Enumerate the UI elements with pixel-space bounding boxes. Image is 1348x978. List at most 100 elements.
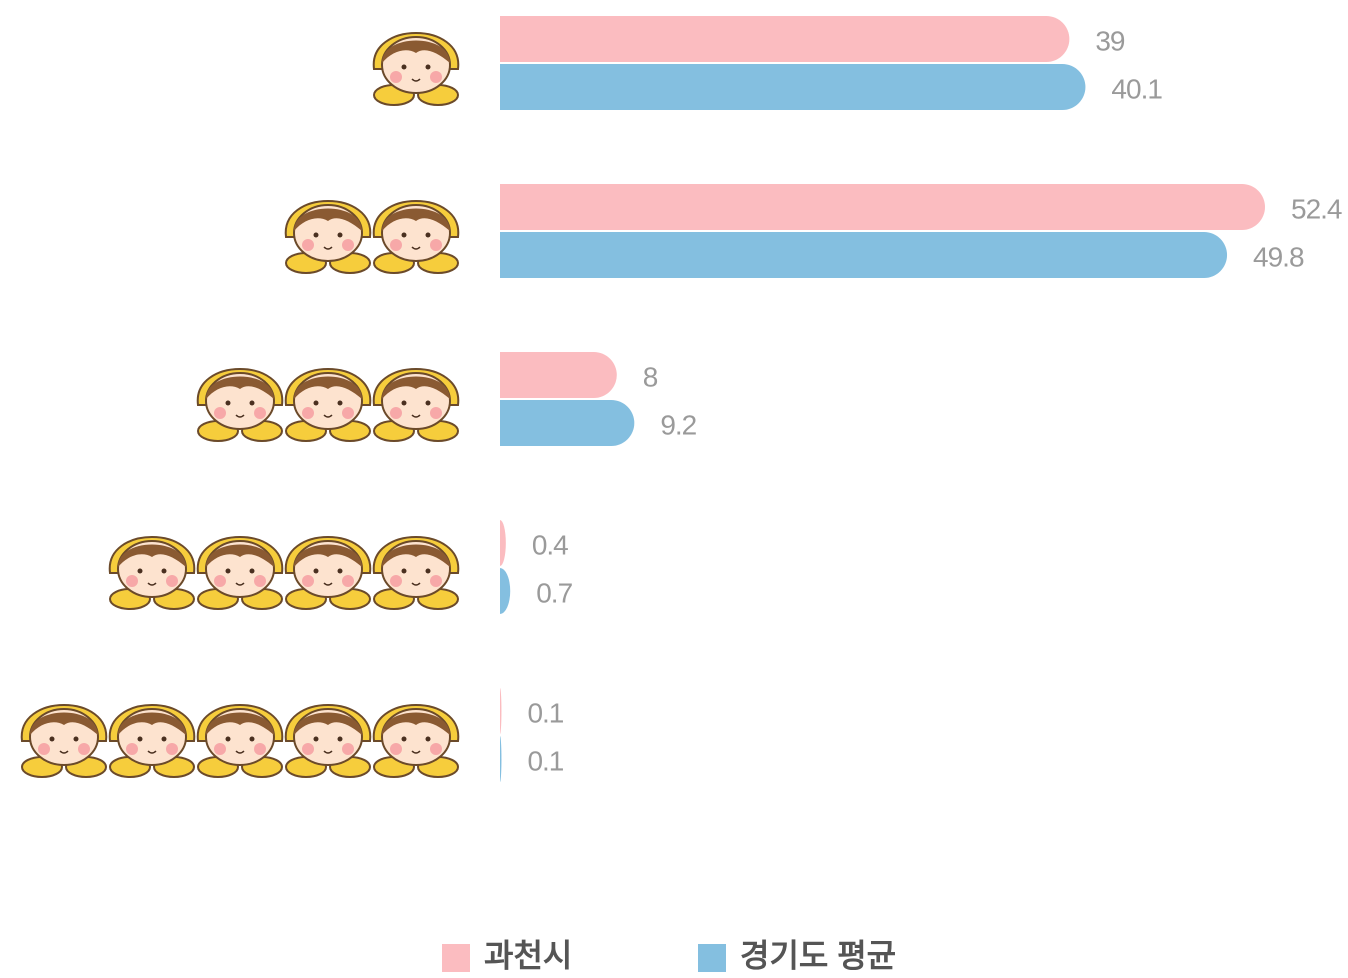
eye [137,736,143,742]
cheek [430,407,442,419]
cheek [254,407,266,419]
child-icon [284,536,372,610]
eye [161,568,167,574]
bar [500,184,1265,230]
mouth [147,582,157,586]
eye [425,400,431,406]
hair [382,376,450,399]
cheek [430,743,442,755]
eye [401,400,407,406]
child-icon [20,704,108,778]
hair [294,376,362,399]
mouth [235,414,245,418]
value-label: 0.7 [536,577,572,608]
mouth [411,246,421,250]
value-label: 0.4 [532,529,568,560]
cheek [302,575,314,587]
bar [500,16,1070,62]
bar [500,64,1086,110]
cheek [166,575,178,587]
cheek [302,239,314,251]
mouth [147,750,157,754]
child-icon [108,704,196,778]
eye [337,400,343,406]
bar [500,688,502,734]
cheek [302,743,314,755]
hair [294,208,362,231]
hair [118,712,186,735]
eye [401,736,407,742]
child-icon [284,704,372,778]
eye [161,736,167,742]
cheek [166,743,178,755]
cheek [126,743,138,755]
eye [313,232,319,238]
cheek [430,71,442,83]
cheek [342,743,354,755]
eye [249,736,255,742]
legend-swatch [698,944,726,972]
mouth [323,582,333,586]
bar [500,736,502,782]
cheek [390,407,402,419]
legend-label: 과천시 [484,937,572,973]
mouth [323,414,333,418]
cheek [390,575,402,587]
mouth [235,582,245,586]
eye [337,568,343,574]
cheek [390,743,402,755]
legend-swatch [442,944,470,972]
eye [401,232,407,238]
eye [225,400,231,406]
mouth [323,246,333,250]
mouth [235,750,245,754]
hair [206,544,274,567]
bar [500,352,617,398]
hair [206,376,274,399]
value-label: 8 [643,361,658,392]
eye [49,736,55,742]
value-label: 0.1 [527,697,563,728]
hair [382,208,450,231]
bar [500,232,1228,278]
eye [313,400,319,406]
bar [500,520,506,566]
cheek [254,743,266,755]
eye [401,64,407,70]
hair [294,712,362,735]
eye [337,232,343,238]
cheek [214,575,226,587]
mouth [411,750,421,754]
cheek [126,575,138,587]
child-icon [196,536,284,610]
hair [294,544,362,567]
cheek [214,407,226,419]
mouth [411,78,421,82]
cheek [342,407,354,419]
eye [225,736,231,742]
child-icon [372,704,460,778]
child-icon [196,368,284,442]
mouth [411,414,421,418]
value-label: 39 [1095,25,1125,56]
child-icon [196,704,284,778]
cheek [78,743,90,755]
eye [425,568,431,574]
eye [425,232,431,238]
cheek [254,575,266,587]
hair [382,712,450,735]
bar [500,400,635,446]
legend-label: 경기도 평균 [740,937,896,973]
child-icon [284,200,372,274]
eye [73,736,79,742]
hair [30,712,98,735]
value-label: 49.8 [1253,241,1304,272]
child-icon [372,200,460,274]
value-label: 40.1 [1111,73,1162,104]
cheek [430,575,442,587]
cheek [390,71,402,83]
cheek [342,575,354,587]
eye [337,736,343,742]
child-icon [372,368,460,442]
